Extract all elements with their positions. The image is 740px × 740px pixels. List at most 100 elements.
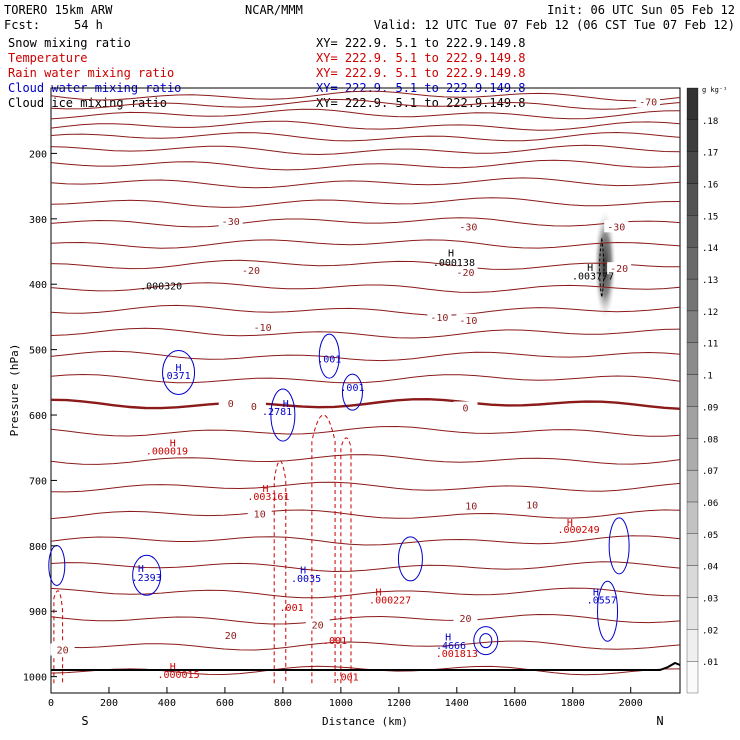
rain-water-contour	[340, 437, 352, 684]
isotherm-label-bg	[453, 266, 478, 279]
isotherm-line	[50, 481, 681, 493]
isotherm-label-bg	[607, 262, 632, 275]
high-marker: H	[283, 399, 289, 410]
x-tick-label: 1200	[387, 698, 411, 709]
isotherm-line	[50, 239, 681, 249]
isotherm-line	[50, 454, 681, 465]
high-marker: H	[262, 484, 268, 495]
colorbar-segment	[686, 469, 699, 503]
extremum-value: .001	[280, 603, 304, 614]
isotherm-label: -10	[430, 313, 448, 324]
isotherm-line	[50, 108, 681, 120]
isotherm-line	[50, 535, 681, 546]
mixing-ratio-contours	[48, 238, 630, 684]
high-marker: H	[176, 363, 182, 374]
high-marker: H	[567, 518, 573, 529]
isotherm-line	[50, 613, 681, 625]
init-time: Init: 06 UTC Sun 05 Feb 12	[547, 3, 735, 17]
high-marker: H	[170, 662, 176, 673]
isotherm-label-bg	[218, 396, 243, 409]
colorbar-tick-label: .12	[702, 308, 718, 318]
isotherm-label-bg	[453, 401, 478, 414]
isotherm-label: -10	[254, 323, 272, 334]
colorbar-segment	[686, 533, 699, 566]
extremum-value: .000320	[140, 281, 182, 292]
colorbar-tick-label: .06	[702, 499, 718, 509]
y-axis-label: Pressure (hPa)	[8, 344, 21, 437]
colorbar-segment	[686, 342, 699, 375]
cloud-water-contour	[318, 333, 340, 379]
isotherm-line	[50, 282, 681, 293]
extremum-value: .000249	[557, 525, 599, 536]
rain-water-contour	[53, 590, 64, 684]
isotherm-line	[50, 373, 681, 384]
isotherm-label: 20	[312, 621, 324, 632]
ice-maximum-shade	[594, 210, 616, 320]
colorbar-tick-label: .02	[702, 626, 718, 636]
y-tick-label: 900	[29, 607, 47, 618]
y-tick-label: 1000	[23, 673, 47, 684]
isotherm-line	[50, 90, 681, 102]
high-marker: H	[587, 263, 593, 274]
colorbar-segment	[686, 183, 699, 216]
extremum-value: .2393	[132, 573, 162, 584]
cloud-water-contour	[608, 517, 630, 575]
cloud-water-contour	[397, 536, 423, 582]
isotherm-line	[50, 197, 681, 208]
plot-frame	[50, 87, 681, 694]
x-tick-label: 600	[216, 698, 234, 709]
cloud-water-contour	[479, 633, 493, 649]
x-tick-label: 1600	[503, 698, 527, 709]
isotherm-line	[50, 120, 681, 131]
colorbar-segment	[686, 151, 699, 184]
extremum-value: .000138	[433, 258, 475, 269]
extremum-value: .4666	[436, 641, 466, 652]
isotherm-line	[50, 327, 681, 339]
isotherm-line	[50, 304, 681, 316]
isotherm-line	[50, 217, 681, 228]
isotherm-label-bg	[456, 220, 481, 233]
colorbar-segment	[686, 374, 699, 407]
isotherm-line	[50, 509, 681, 520]
isotherm-label-bg	[604, 220, 629, 233]
ground-line	[51, 661, 681, 671]
isotherm-label: 20	[225, 631, 237, 642]
x-tick-label: 1400	[445, 698, 469, 709]
extremum-value: .003777	[572, 272, 614, 283]
extremum-value: .2781	[262, 407, 292, 418]
isotherm-label: 0	[228, 399, 234, 410]
colorbar-tick-label: .13	[702, 276, 718, 286]
isotherm-line	[50, 177, 681, 189]
isotherm-line	[50, 425, 681, 437]
isotherm-label-bg	[247, 507, 272, 520]
colorbar-tick-label: .04	[702, 563, 718, 573]
x-axis-label: Distance (km)	[322, 715, 408, 728]
extremum-value: .0557	[587, 595, 617, 606]
isotherm-label-bg	[427, 311, 452, 324]
colorbar-segment	[686, 597, 699, 630]
isotherm-label-bg	[239, 264, 264, 277]
y-tick-label: 700	[29, 476, 47, 487]
isotherm-line	[50, 587, 681, 599]
colorbar: .01 .02 .03 .04 .05 .06 .07 .08 .09 .1 .11 .12 .13 .1…	[686, 86, 727, 694]
isotherm-label-bg	[456, 313, 481, 326]
axes: 0 200 400 600 800 1000 1200 1400 1600 1800 2000200…	[23, 149, 643, 709]
isotherm-label: -30	[459, 222, 477, 233]
y-tick-label: 500	[29, 346, 47, 357]
extremum-value: .001813	[436, 649, 478, 660]
colorbar-segment	[686, 565, 699, 598]
isotherm-label: 10	[254, 509, 266, 520]
colorbar-tick-label: .11	[702, 340, 718, 350]
high-marker: H	[170, 438, 176, 449]
field-name: Rain water mixing ratio	[8, 66, 174, 80]
high-marker: H	[448, 249, 454, 260]
colorbar-tick-label: .1	[702, 372, 713, 382]
south-end-label: S	[81, 714, 88, 728]
valid-time: Valid: 12 UTC Tue 07 Feb 12 (06 CST Tue …	[374, 18, 735, 32]
ice-shading	[594, 210, 616, 320]
x-tick-label: 800	[274, 698, 292, 709]
isotherm-label: 20	[459, 614, 471, 625]
y-tick-label: 800	[29, 542, 47, 553]
high-marker: H	[138, 564, 144, 575]
